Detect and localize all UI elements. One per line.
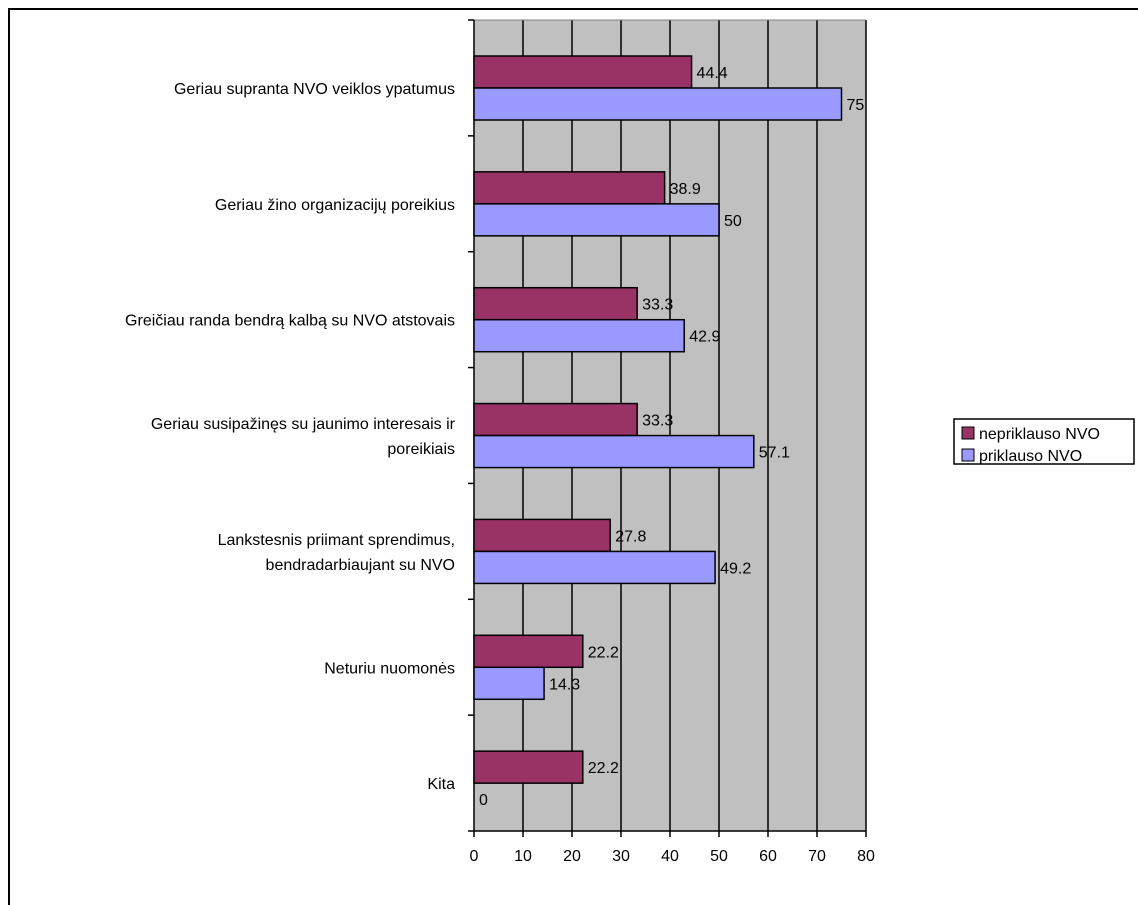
x-tick-label: 10 [514,848,532,865]
category-label: Kita [427,776,455,793]
data-label: 44.4 [697,65,728,82]
bar [473,203,720,237]
category-label: Lankstesnis priimant sprendimus, [218,532,455,549]
x-tick-label: 30 [612,848,630,865]
bar [473,550,716,585]
data-label: 22.2 [588,644,619,661]
data-label: 50 [724,213,742,230]
x-tick-label: 0 [470,848,479,865]
bar [473,171,666,205]
bar [473,286,638,321]
bar [473,666,545,701]
category-label: Greičiau randa bendrą kalbą su NVO atsto… [125,313,455,330]
data-label: 42.9 [689,329,720,346]
x-tick-label: 60 [759,848,777,865]
data-label: 33.3 [642,297,673,314]
chart-frame [8,8,1138,905]
x-tick-label: 20 [563,848,581,865]
data-label: 0 [479,792,488,809]
data-label: 33.3 [642,413,673,430]
bar [473,634,584,669]
category-label: Neturiu nuomonės [324,660,455,677]
category-label: bendradarbiaujant su NVO [266,557,455,574]
data-label: 75 [847,97,865,114]
x-tick-label: 70 [808,848,826,865]
legend-swatch [961,426,975,440]
legend-label: priklauso NVO [979,448,1082,465]
category-label: Geriau supranta NVO veiklos ypatumus [174,81,455,98]
data-label: 38.9 [670,181,701,198]
bar [473,750,584,784]
x-tick-label: 80 [857,848,875,865]
data-label: 14.3 [549,676,580,693]
legend-swatch [961,448,975,462]
bar [473,87,843,121]
data-label: 57.1 [759,445,790,462]
data-label: 22.2 [588,760,619,777]
legend-label: nepriklauso NVO [979,426,1100,443]
bar [473,434,755,469]
data-label: 49.2 [720,560,751,577]
category-label: Geriau žino organizacijų poreikius [215,197,455,214]
bar [473,518,611,553]
category-label: Geriau susipažinęs su jaunimo interesais… [151,416,456,433]
bar [473,402,638,437]
x-tick-label: 50 [710,848,728,865]
data-label: 27.8 [615,528,646,545]
legend-box [953,418,1135,465]
category-label: poreikiais [387,441,455,458]
bar [473,55,693,89]
x-tick-label: 40 [661,848,679,865]
bar [473,318,685,353]
